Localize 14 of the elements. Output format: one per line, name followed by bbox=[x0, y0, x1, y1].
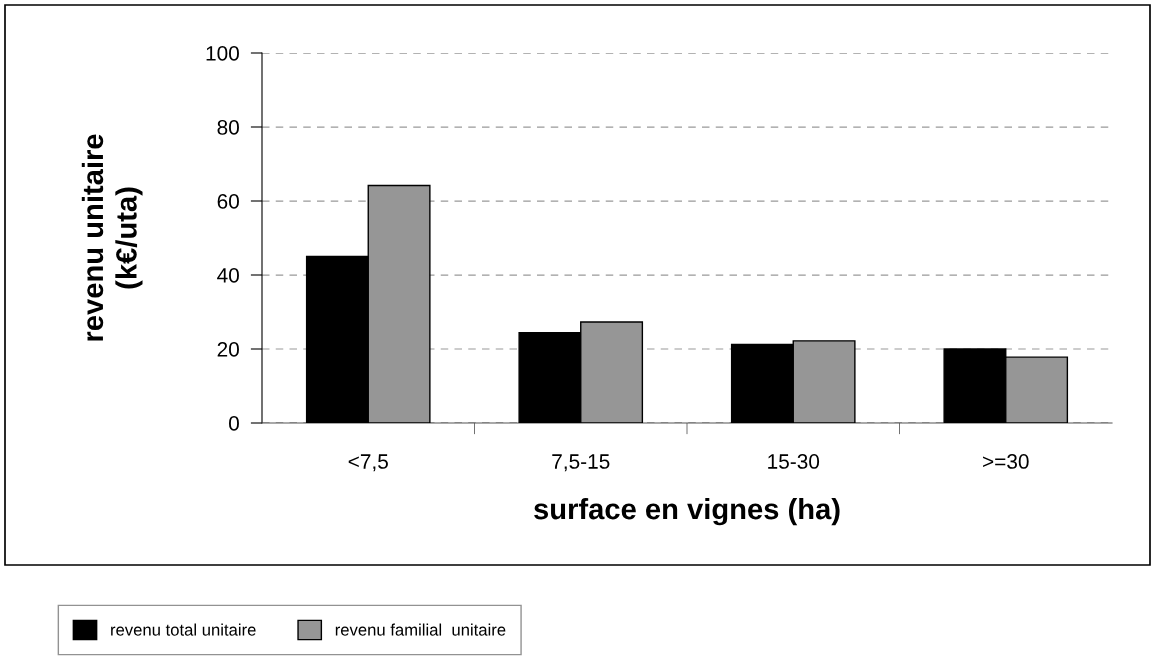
y-tick-label: 40 bbox=[217, 268, 239, 283]
x-tick-label: <7,5 bbox=[348, 454, 388, 472]
legend-label: revenu familial unitaire bbox=[335, 623, 506, 636]
y-tick-label: 60 bbox=[217, 194, 239, 209]
legend-label: revenu total unitaire bbox=[111, 623, 256, 636]
y-tick-label: 100 bbox=[206, 46, 239, 61]
x-tick-label: 15-30 bbox=[768, 454, 820, 469]
x-tick-label: >=30 bbox=[983, 454, 1029, 469]
y-axis-title: revenu unitaire (k€/uta) bbox=[81, 134, 143, 341]
x-tick-label: 7,5-15 bbox=[552, 454, 610, 472]
y-tick-label: 0 bbox=[229, 416, 239, 431]
y-tick-label: 20 bbox=[217, 342, 239, 357]
x-axis-title: surface en vignes (ha) bbox=[534, 497, 840, 526]
y-tick-label: 80 bbox=[217, 120, 239, 135]
